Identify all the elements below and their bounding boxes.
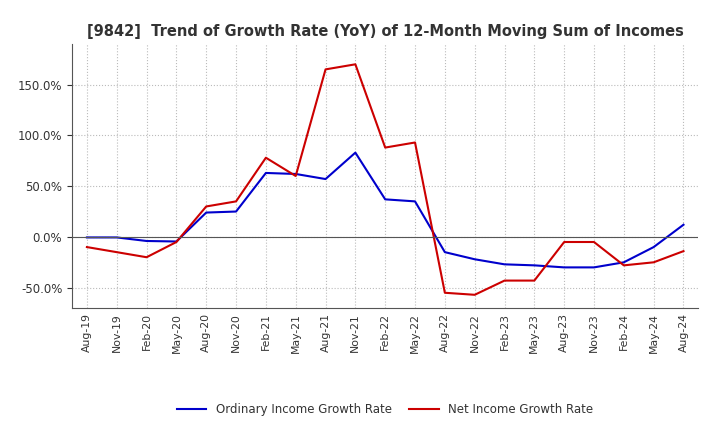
Ordinary Income Growth Rate [261,170,270,176]
Ordinary Income Growth Rate [500,262,509,267]
Net Income Growth Rate [292,173,300,179]
Ordinary Income Growth Rate [441,249,449,255]
Net Income Growth Rate [112,249,121,255]
Net Income Growth Rate [83,245,91,250]
Ordinary Income Growth Rate [590,265,598,270]
Ordinary Income Growth Rate [232,209,240,214]
Ordinary Income Growth Rate [679,222,688,227]
Ordinary Income Growth Rate [410,199,419,204]
Ordinary Income Growth Rate [649,245,658,250]
Ordinary Income Growth Rate [292,171,300,176]
Net Income Growth Rate [530,278,539,283]
Ordinary Income Growth Rate [619,260,628,265]
Ordinary Income Growth Rate [143,238,151,244]
Line: Net Income Growth Rate: Net Income Growth Rate [87,64,683,295]
Net Income Growth Rate [381,145,390,150]
Ordinary Income Growth Rate [351,150,360,155]
Net Income Growth Rate [470,292,479,297]
Net Income Growth Rate [500,278,509,283]
Ordinary Income Growth Rate [381,197,390,202]
Net Income Growth Rate [172,239,181,245]
Line: Ordinary Income Growth Rate: Ordinary Income Growth Rate [87,153,683,268]
Ordinary Income Growth Rate [560,265,569,270]
Ordinary Income Growth Rate [530,263,539,268]
Net Income Growth Rate [590,239,598,245]
Net Income Growth Rate [679,249,688,254]
Net Income Growth Rate [351,62,360,67]
Net Income Growth Rate [619,263,628,268]
Net Income Growth Rate [410,140,419,145]
Ordinary Income Growth Rate [112,235,121,240]
Net Income Growth Rate [143,255,151,260]
Ordinary Income Growth Rate [172,239,181,244]
Net Income Growth Rate [560,239,569,245]
Legend: Ordinary Income Growth Rate, Net Income Growth Rate: Ordinary Income Growth Rate, Net Income … [172,398,598,421]
Net Income Growth Rate [649,260,658,265]
Net Income Growth Rate [441,290,449,295]
Net Income Growth Rate [232,199,240,204]
Ordinary Income Growth Rate [321,176,330,182]
Net Income Growth Rate [321,67,330,72]
Net Income Growth Rate [261,155,270,160]
Ordinary Income Growth Rate [470,257,479,262]
Ordinary Income Growth Rate [202,210,210,215]
Title: [9842]  Trend of Growth Rate (YoY) of 12-Month Moving Sum of Incomes: [9842] Trend of Growth Rate (YoY) of 12-… [87,24,683,39]
Net Income Growth Rate [202,204,210,209]
Ordinary Income Growth Rate [83,235,91,240]
